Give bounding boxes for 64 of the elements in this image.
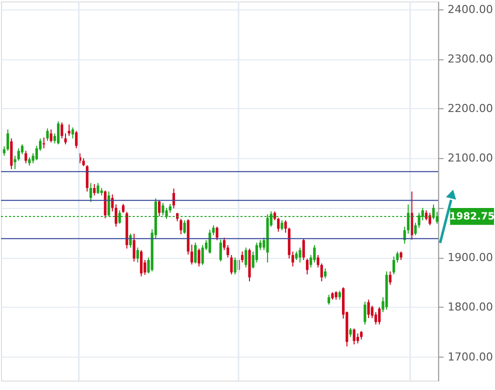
candlestick <box>219 239 222 262</box>
y-tick-label: 1800.00 <box>448 300 493 314</box>
candlestick <box>378 306 381 326</box>
candlestick <box>302 238 305 260</box>
candlestick <box>194 242 197 264</box>
candlestick <box>68 124 70 136</box>
candlestick <box>89 182 92 202</box>
candlestick <box>370 305 374 319</box>
y-tick-label: 2200.00 <box>448 102 493 116</box>
candlestick <box>57 121 60 145</box>
candlestick <box>244 247 248 268</box>
candlestick <box>183 220 186 234</box>
candlestick <box>424 210 428 221</box>
candlestick <box>42 136 46 149</box>
y-tick-label: 2400.00 <box>448 2 493 16</box>
candlestick <box>240 251 244 263</box>
candlestick <box>71 126 74 139</box>
candlestick <box>222 237 226 251</box>
candlestick <box>198 248 200 267</box>
candlestick <box>24 150 28 164</box>
candlestick <box>20 144 24 155</box>
candlestick <box>364 301 366 326</box>
candlestick <box>190 244 194 265</box>
candlestick <box>60 122 64 139</box>
candlestick <box>208 229 212 254</box>
candlestick <box>6 128 10 152</box>
y-tick-label: 2300.00 <box>448 52 493 66</box>
candlestick <box>234 257 236 275</box>
candlestick <box>414 222 417 236</box>
candlestick <box>17 148 20 162</box>
candlestick <box>162 202 164 216</box>
ref-line-label: 1982.75 <box>449 211 495 222</box>
candlestick <box>306 258 309 275</box>
candlestick <box>367 299 370 319</box>
candlestick <box>140 250 143 277</box>
candlestick <box>298 247 302 263</box>
candlestick <box>86 164 88 192</box>
candlestick <box>136 247 139 263</box>
candlestick <box>356 332 360 344</box>
candlestick <box>352 328 356 345</box>
y-tick-label: 1700.00 <box>448 350 493 364</box>
candlestick <box>46 128 49 142</box>
candlestick <box>75 130 78 149</box>
candlestick <box>96 182 100 194</box>
candlestick <box>64 132 67 145</box>
candlestick <box>93 184 96 196</box>
candlestick <box>2 146 6 156</box>
candlestick <box>104 190 106 219</box>
candlestick <box>50 128 52 143</box>
candlestick <box>392 256 396 275</box>
candlestick <box>158 199 161 217</box>
candlestick <box>428 212 432 226</box>
candlestick <box>230 254 233 275</box>
candlestick <box>291 251 294 267</box>
candlestick <box>388 270 392 286</box>
y-tick-label: 2100.00 <box>448 152 493 165</box>
candlestick <box>216 226 218 241</box>
candlestick <box>132 233 136 262</box>
y-tick-label: 1900.00 <box>448 251 493 264</box>
candlestick <box>226 244 230 258</box>
candlestick <box>35 145 38 161</box>
candlestick <box>324 268 327 279</box>
candlestick <box>280 220 284 231</box>
candlestick <box>328 294 330 306</box>
